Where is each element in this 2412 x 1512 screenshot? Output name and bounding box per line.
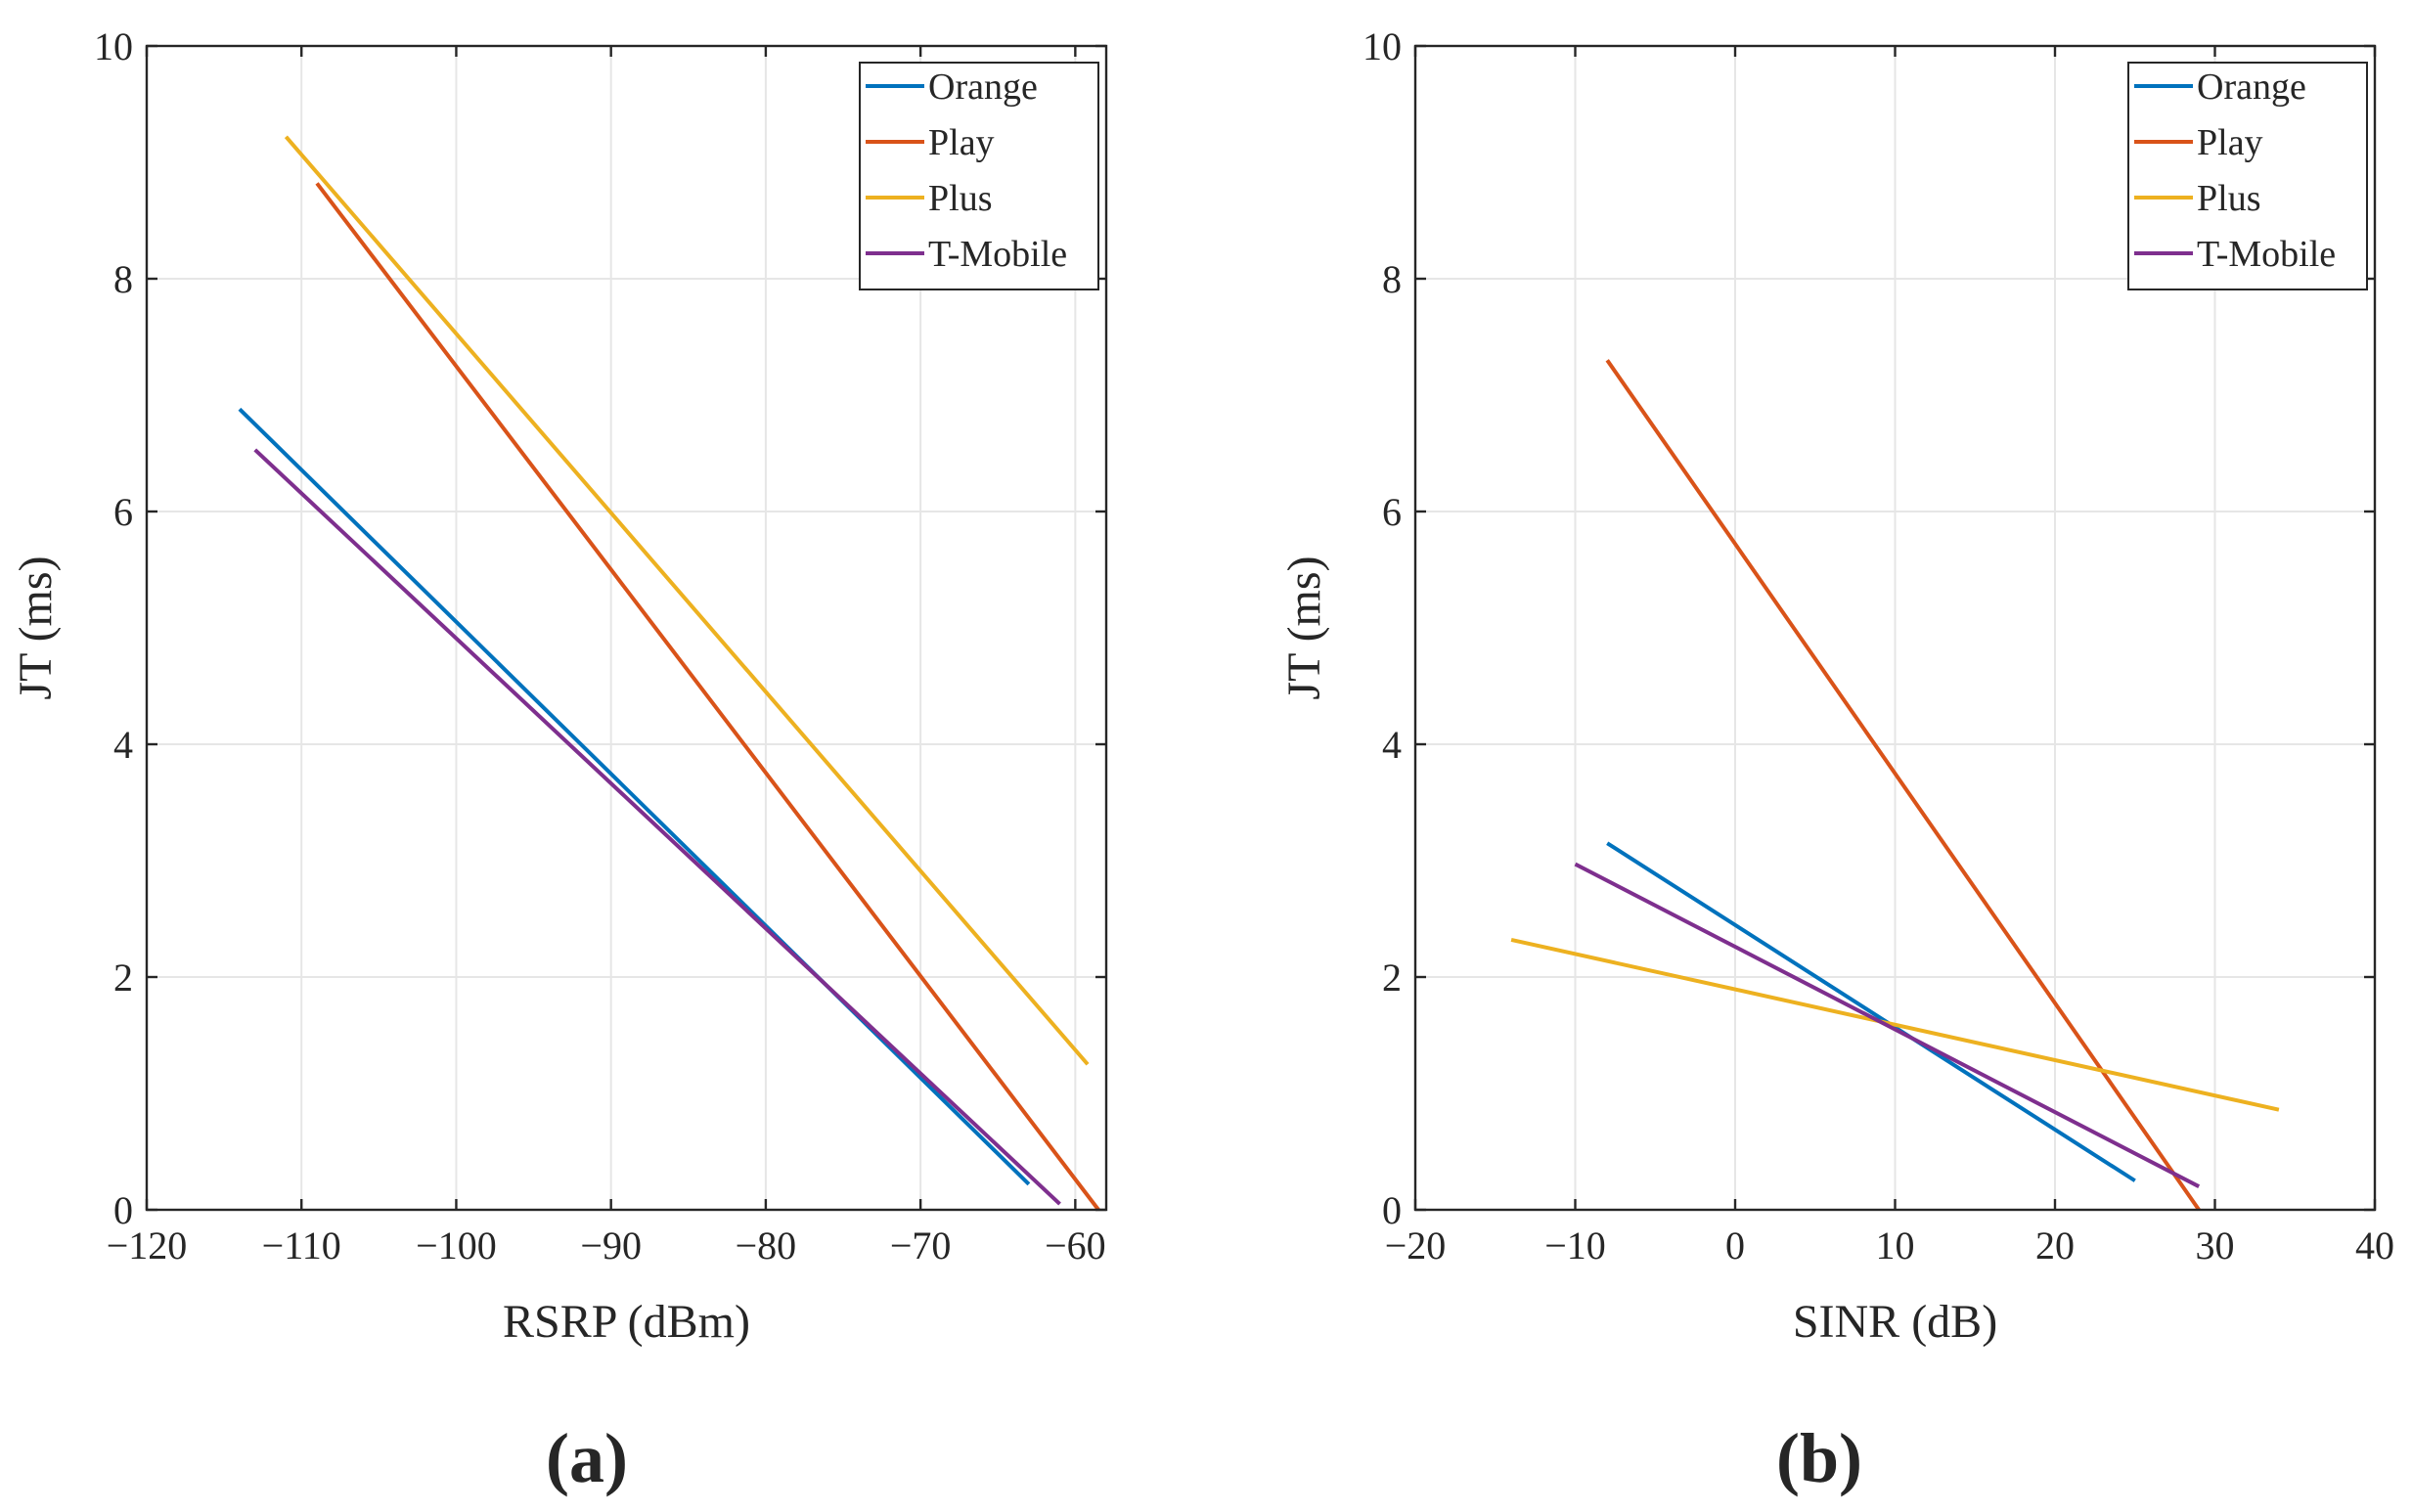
chart-b-y-axis-label: JT (ms) [1278, 556, 1330, 699]
chart-b-x-tick-label: 0 [1725, 1223, 1745, 1267]
chart-a-x-tick-label: −120 [107, 1223, 188, 1267]
chart-a-y-axis-label: JT (ms) [10, 556, 62, 699]
chart-b-y-tick-label: 8 [1382, 257, 1402, 301]
chart-a-y-tick-label: 4 [113, 723, 133, 767]
chart-b-legend: Orange Play Plus T-Mobile [2127, 62, 2368, 290]
chart-a-legend-entry: Orange [928, 67, 1038, 108]
chart-a-x-tick-label: −90 [580, 1223, 642, 1267]
chart-a-series-play [315, 182, 1100, 1212]
chart-a-y-tick-label: 10 [94, 24, 133, 68]
chart-b-x-tick-label: −10 [1544, 1223, 1606, 1267]
chart-b-x-axis-label: SINR (dB) [1793, 1296, 1997, 1348]
chart-a-x-tick-label: −70 [890, 1223, 952, 1267]
chart-b-legend-entry: Plus [2197, 178, 2260, 219]
chart-b-y-tick-label: 0 [1382, 1188, 1402, 1232]
chart-a-legend-entry: T-Mobile [928, 234, 1067, 275]
chart-a-x-tick-label: −80 [736, 1223, 797, 1267]
chart-b-legend-entry: Play [2197, 122, 2263, 163]
chart-a-x-tick-label: −100 [416, 1223, 497, 1267]
chart-a-panel-label: (a) [546, 1419, 628, 1497]
chart-b-y-tick-label: 10 [1362, 24, 1402, 68]
chart-a-legend-entry: Plus [928, 178, 992, 219]
chart-a-series-t-mobile [253, 448, 1061, 1206]
chart-b-series-t-mobile [1574, 862, 2201, 1188]
chart-b-y-tick-label: 6 [1382, 490, 1402, 534]
chart-b-legend-entry: Orange [2197, 67, 2306, 108]
chart-a-legend: Orange Play Plus T-Mobile [859, 62, 1099, 290]
chart-panel-a: −120 −110 −100 −90 −80 −70 −60 0 2 4 6 8 10 RSRP (dBm… [10, 24, 1108, 1497]
chart-panel-b: −20 −10 0 10 20 30 40 0 2 4 6 8 10 SINR (dB) JT (ms) Or… [1278, 24, 2394, 1497]
chart-a-y-tick-label: 0 [113, 1188, 133, 1232]
chart-a-axes-box [145, 44, 1108, 1212]
chart-b-series-plus [1510, 937, 2280, 1112]
chart-b-legend-entry: T-Mobile [2197, 234, 2336, 275]
chart-a-x-axis-label: RSRP (dBm) [503, 1296, 750, 1348]
chart-b-y-tick-label: 2 [1382, 956, 1402, 1000]
chart-a-x-tick-label: −60 [1045, 1223, 1106, 1267]
chart-b-y-tick-label: 4 [1382, 723, 1402, 767]
chart-b-x-tick-label: 30 [2196, 1223, 2235, 1267]
chart-b-series-orange [1606, 841, 2136, 1182]
chart-b-x-tick-label: 40 [2355, 1223, 2394, 1267]
chart-a-legend-entry: Play [928, 122, 995, 163]
chart-a-y-tick-label: 8 [113, 257, 133, 301]
chart-a-series-plus [284, 135, 1090, 1066]
chart-b-panel-label: (b) [1776, 1419, 1862, 1497]
chart-a-y-tick-label: 2 [113, 956, 133, 1000]
chart-b-series-play [1605, 359, 2201, 1212]
chart-a-series-orange [238, 407, 1031, 1186]
chart-b-x-tick-label: 10 [1876, 1223, 1915, 1267]
chart-b-x-tick-label: 20 [2035, 1223, 2075, 1267]
chart-b-x-tick-label: −20 [1385, 1223, 1447, 1267]
chart-a-y-tick-label: 6 [113, 490, 133, 534]
chart-a-x-tick-label: −110 [262, 1223, 341, 1267]
